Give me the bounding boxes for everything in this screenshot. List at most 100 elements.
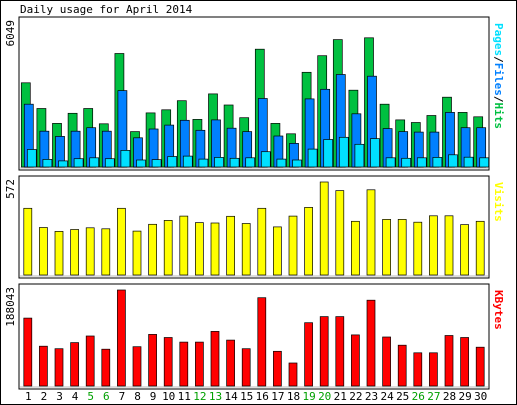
bar-kbytes-day-5 — [85, 335, 95, 387]
bar-visits-day-9 — [148, 223, 157, 276]
bar-kbytes-day-15 — [241, 348, 251, 387]
bar-kbytes-day-25 — [397, 344, 407, 387]
bar-visits-day-8 — [132, 230, 142, 276]
bar-pages-day-25 — [401, 157, 412, 168]
bar-kbytes-day-10 — [163, 337, 173, 387]
bar-visits-day-19 — [304, 207, 313, 276]
x-tick-label-day-28: 28 — [443, 390, 456, 403]
bar-visits-day-7 — [117, 207, 126, 276]
bar-visits-day-16 — [257, 207, 267, 276]
bar-pages-day-4 — [73, 158, 84, 168]
bar-visits-day-20 — [319, 181, 329, 276]
x-tick-label-day-14: 14 — [224, 390, 238, 403]
bar-visits-day-28 — [444, 215, 454, 276]
bar-visits-day-22 — [351, 220, 360, 276]
x-tick-label-day-15: 15 — [240, 390, 253, 403]
bar-kbytes-day-23 — [366, 299, 376, 387]
bar-visits-day-30 — [475, 220, 485, 276]
legend-item-pages: Pages — [492, 23, 505, 56]
x-tick-label-day-2: 2 — [41, 390, 48, 403]
bar-visits-day-10 — [163, 220, 173, 276]
legend-visits: Visits — [492, 182, 505, 222]
bar-visits-day-1 — [23, 207, 33, 276]
x-tick-label-day-24: 24 — [380, 390, 394, 403]
bar-kbytes-day-4 — [70, 342, 79, 387]
x-tick-label-day-26: 26 — [412, 390, 425, 403]
panel-kbytes — [18, 283, 490, 390]
bar-visits-day-13 — [210, 222, 220, 276]
legend-item-slash: / — [492, 56, 505, 63]
x-tick-label-day-25: 25 — [396, 390, 409, 403]
panel-pages-files-hits — [18, 16, 490, 171]
x-tick-label-day-19: 19 — [302, 390, 315, 403]
bar-pages-day-26 — [416, 157, 427, 168]
bar-visits-day-23 — [366, 189, 376, 276]
bar-pages-day-29 — [463, 156, 474, 168]
bar-kbytes-day-8 — [132, 346, 142, 387]
bar-visits-day-15 — [241, 223, 251, 276]
legend-pages-files-hits: Pages/Files/Hits — [492, 23, 505, 129]
bar-kbytes-day-29 — [460, 337, 469, 387]
ymax-label-pages-files-hits: 6049 — [4, 20, 17, 47]
bar-pages-day-17 — [276, 158, 287, 168]
x-tick-label-day-23: 23 — [365, 390, 378, 403]
bar-visits-day-29 — [460, 224, 469, 276]
bar-kbytes-day-30 — [475, 346, 485, 387]
x-tick-label-day-7: 7 — [119, 390, 126, 403]
x-tick-label-day-9: 9 — [150, 390, 157, 403]
x-tick-label-day-18: 18 — [287, 390, 300, 403]
bar-kbytes-day-22 — [351, 334, 360, 387]
ymax-label-visits: 572 — [4, 179, 17, 199]
bar-pages-day-12 — [198, 158, 209, 168]
bar-visits-day-5 — [85, 227, 95, 276]
bar-kbytes-day-19 — [304, 322, 313, 387]
x-tick-label-day-27: 27 — [427, 390, 440, 403]
bar-pages-day-1 — [26, 149, 37, 168]
bar-kbytes-day-21 — [335, 316, 345, 387]
bar-pages-day-30 — [479, 157, 490, 168]
bar-visits-day-12 — [195, 222, 204, 276]
x-tick-label-day-8: 8 — [134, 390, 141, 403]
x-tick-label-day-22: 22 — [349, 390, 362, 403]
bar-visits-day-3 — [54, 231, 64, 276]
bar-pages-day-9 — [151, 159, 162, 168]
bar-kbytes-day-3 — [54, 348, 64, 387]
bar-pages-day-22 — [354, 143, 365, 168]
x-tick-label-day-1: 1 — [25, 390, 32, 403]
bar-kbytes-day-11 — [179, 341, 189, 387]
legend-item-slash: / — [492, 96, 505, 103]
bar-visits-day-21 — [335, 190, 345, 276]
x-tick-label-day-10: 10 — [162, 390, 175, 403]
x-tick-label-day-12: 12 — [193, 390, 206, 403]
bar-pages-day-13 — [214, 157, 224, 168]
bar-kbytes-day-16 — [257, 297, 267, 387]
x-tick-label-day-4: 4 — [72, 390, 79, 403]
bar-visits-day-11 — [179, 215, 189, 276]
bar-pages-day-7 — [120, 150, 131, 168]
bar-pages-day-5 — [89, 157, 100, 168]
bar-visits-day-24 — [382, 219, 391, 276]
bar-kbytes-day-24 — [382, 336, 391, 387]
bar-visits-day-6 — [101, 228, 111, 276]
bar-visits-day-25 — [397, 219, 407, 276]
legend-kbytes: KBytes — [492, 290, 505, 330]
bar-visits-day-18 — [288, 215, 298, 276]
bar-pages-day-6 — [104, 158, 115, 168]
bar-kbytes-day-13 — [210, 331, 220, 387]
bar-kbytes-day-27 — [429, 352, 438, 387]
bar-kbytes-day-14 — [226, 339, 235, 387]
bar-pages-day-21 — [338, 136, 349, 168]
bar-pages-day-18 — [292, 159, 302, 168]
bar-pages-day-20 — [323, 139, 334, 168]
bar-pages-day-10 — [167, 156, 178, 168]
bar-pages-day-15 — [245, 157, 256, 168]
bar-pages-day-27 — [432, 157, 443, 168]
ymax-label-kbytes: 188043 — [4, 287, 17, 327]
bar-pages-day-16 — [260, 151, 271, 168]
bar-kbytes-day-1 — [23, 317, 33, 387]
bar-kbytes-day-20 — [319, 316, 329, 387]
x-tick-label-day-5: 5 — [87, 390, 94, 403]
x-tick-label-day-29: 29 — [458, 390, 471, 403]
bar-kbytes-day-9 — [148, 334, 157, 387]
